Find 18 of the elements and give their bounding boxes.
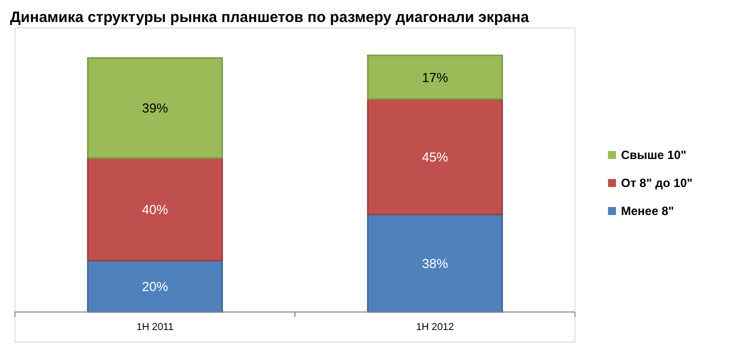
legend-label: Менее 8": [621, 204, 674, 218]
chart-title: Динамика структуры рынка планшетов по размеру диагонали экрана: [10, 9, 530, 26]
bar: [87, 260, 223, 313]
data-label: 17%: [422, 70, 448, 85]
data-label: 39%: [142, 100, 168, 116]
bar: [367, 54, 503, 100]
bar: [87, 57, 223, 159]
bar: [87, 157, 223, 262]
bar: [367, 98, 503, 216]
data-label: 40%: [142, 202, 168, 217]
legend-label: От 8" до 10": [621, 176, 693, 190]
x-tick-label: 1H 2012: [416, 322, 454, 333]
bar: [367, 214, 503, 313]
x-tick-label: 1H 2011: [136, 322, 174, 333]
data-label: 20%: [142, 278, 168, 294]
data-label: 38%: [422, 256, 448, 271]
legend-label: Свыше 10": [621, 148, 686, 162]
data-label: 45%: [422, 149, 448, 164]
